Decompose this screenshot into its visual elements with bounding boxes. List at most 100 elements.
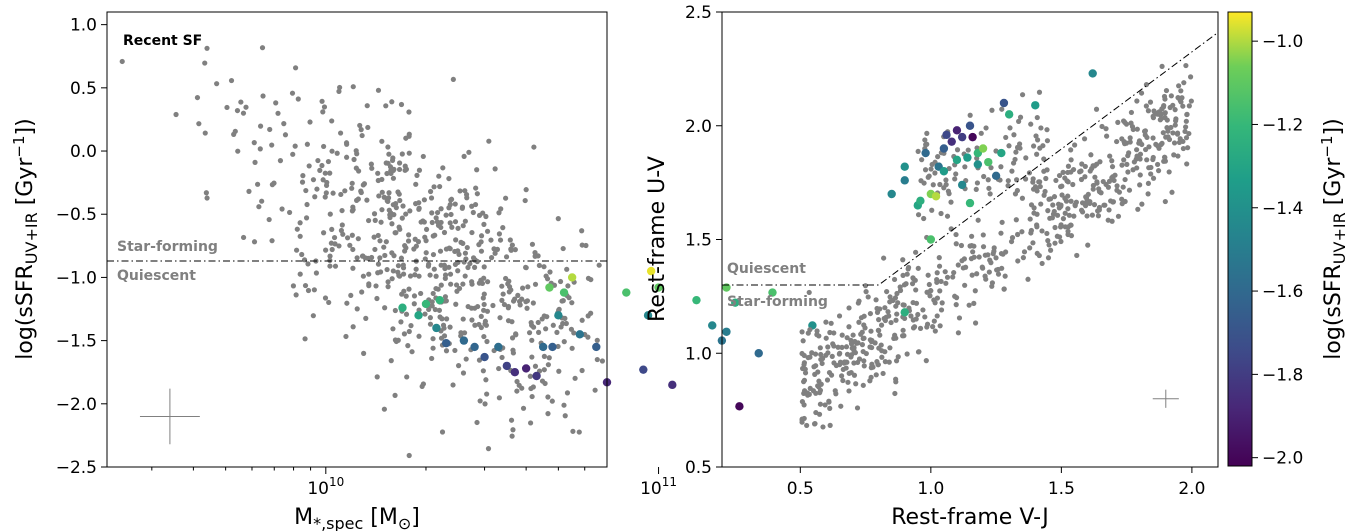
grey-point bbox=[482, 401, 488, 407]
grey-point bbox=[436, 173, 442, 179]
grey-point bbox=[879, 354, 885, 360]
grey-point bbox=[515, 292, 521, 298]
grey-point bbox=[427, 321, 434, 327]
grey-point bbox=[1068, 198, 1074, 204]
grey-point bbox=[546, 355, 552, 361]
grey-point bbox=[976, 254, 982, 260]
grey-point bbox=[927, 288, 934, 294]
grey-point bbox=[304, 201, 310, 208]
grey-point bbox=[453, 282, 460, 288]
grey-point bbox=[289, 90, 296, 96]
grey-point bbox=[465, 264, 471, 271]
grey-point bbox=[413, 243, 419, 249]
grey-point bbox=[532, 281, 539, 287]
grey-point bbox=[973, 186, 979, 193]
colored-point bbox=[510, 368, 520, 377]
grey-point bbox=[816, 411, 823, 417]
grey-point bbox=[983, 125, 989, 131]
grey-point bbox=[1017, 141, 1023, 147]
grey-point bbox=[523, 299, 529, 305]
right-colored-points bbox=[887, 69, 1097, 317]
grey-point bbox=[535, 253, 541, 259]
grey-point bbox=[1038, 125, 1044, 131]
grey-point bbox=[878, 322, 885, 328]
grey-point bbox=[838, 403, 844, 409]
grey-point bbox=[861, 363, 867, 369]
grey-point bbox=[381, 194, 387, 200]
grey-point bbox=[880, 370, 886, 377]
colorbar-label: log(sSFRUV+IR [Gyr−1]) bbox=[1318, 118, 1349, 359]
grey-point bbox=[882, 317, 888, 324]
grey-point bbox=[1053, 177, 1059, 184]
grey-point bbox=[510, 427, 516, 433]
grey-point bbox=[1180, 103, 1186, 109]
grey-point bbox=[1178, 88, 1184, 94]
colored-point bbox=[668, 380, 677, 390]
grey-point bbox=[983, 276, 989, 282]
colored-point bbox=[622, 288, 631, 297]
grey-point bbox=[1151, 108, 1157, 114]
grey-point bbox=[382, 305, 388, 311]
grey-point bbox=[1090, 186, 1096, 192]
grey-point bbox=[915, 311, 921, 318]
grey-point bbox=[452, 347, 458, 354]
grey-point bbox=[536, 329, 542, 335]
grey-point bbox=[545, 362, 551, 368]
grey-point bbox=[256, 204, 262, 210]
grey-point bbox=[1005, 183, 1011, 189]
grey-point bbox=[452, 219, 459, 225]
grey-point bbox=[430, 345, 436, 351]
grey-point bbox=[491, 246, 497, 252]
grey-point bbox=[476, 212, 483, 219]
grey-point bbox=[1066, 212, 1072, 218]
colored-point bbox=[978, 144, 988, 153]
grey-point bbox=[1021, 249, 1028, 255]
grey-point bbox=[1065, 179, 1071, 185]
grey-point bbox=[897, 287, 904, 294]
colorbar-ticks: −2.0 −1.8 −1.6 −1.4 −1.2 −1.0 bbox=[1252, 32, 1303, 469]
colored-point bbox=[921, 148, 930, 158]
right-error-cross bbox=[1152, 389, 1179, 408]
colored-point bbox=[939, 167, 949, 176]
grey-point bbox=[1162, 198, 1168, 205]
colored-point bbox=[939, 144, 949, 153]
grey-point bbox=[1172, 122, 1178, 128]
grey-point bbox=[932, 300, 938, 306]
grey-point bbox=[812, 371, 818, 377]
colored-point bbox=[768, 288, 777, 297]
grey-point bbox=[344, 141, 350, 147]
grey-point bbox=[379, 189, 385, 195]
grey-point bbox=[292, 143, 298, 149]
grey-point bbox=[322, 194, 328, 200]
grey-point bbox=[801, 402, 807, 408]
grey-point bbox=[825, 344, 831, 350]
grey-point bbox=[836, 313, 843, 319]
grey-point bbox=[1013, 217, 1019, 223]
left-grey-points bbox=[119, 45, 605, 459]
grey-point bbox=[399, 215, 405, 221]
grey-point bbox=[1092, 174, 1098, 180]
grey-point bbox=[496, 395, 502, 401]
grey-point bbox=[876, 327, 882, 334]
y-tick-label: −1.5 bbox=[56, 332, 97, 352]
grey-point bbox=[1145, 180, 1152, 187]
grey-point bbox=[386, 151, 392, 157]
grey-point bbox=[490, 302, 496, 309]
grey-point bbox=[851, 360, 857, 366]
grey-point bbox=[466, 149, 472, 155]
grey-point bbox=[980, 265, 986, 271]
colored-point bbox=[432, 323, 441, 333]
grey-point bbox=[297, 271, 303, 277]
grey-point bbox=[599, 358, 605, 364]
colored-point bbox=[947, 137, 956, 146]
grey-point bbox=[299, 179, 306, 185]
grey-point bbox=[440, 165, 446, 171]
colored-point bbox=[554, 311, 563, 320]
grey-point bbox=[806, 391, 812, 397]
grey-point bbox=[924, 130, 930, 136]
grey-point bbox=[1059, 192, 1065, 198]
grey-point bbox=[401, 288, 407, 294]
grey-point bbox=[243, 104, 249, 110]
colorbar-tick-label: −1.2 bbox=[1262, 115, 1303, 135]
grey-point bbox=[432, 232, 438, 238]
